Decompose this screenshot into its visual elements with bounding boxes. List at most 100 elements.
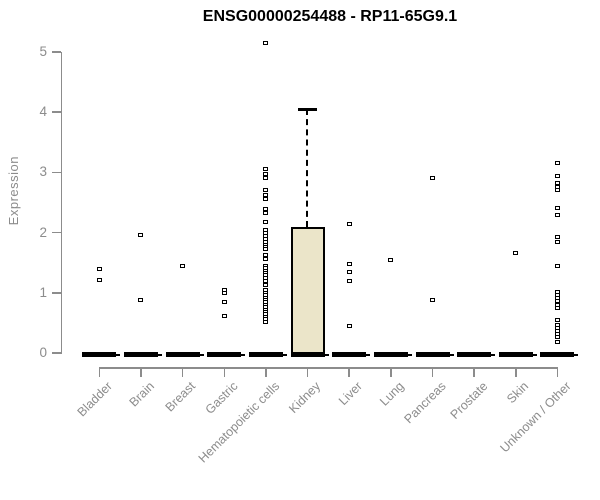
data-point: [430, 298, 435, 303]
x-tick: [431, 368, 434, 377]
data-point: [554, 234, 560, 239]
y-tick-label: 1: [39, 284, 47, 300]
data-point: [554, 181, 560, 186]
data-point: [221, 299, 227, 304]
data-point: [513, 251, 519, 256]
data-point: [554, 263, 560, 268]
median-bar-notch: [157, 353, 162, 356]
data-point: [263, 247, 269, 252]
median-bar-notch: [366, 353, 371, 356]
data-point: [263, 172, 269, 177]
x-category-label: Lung: [377, 379, 407, 409]
whisker-line: [306, 109, 309, 227]
data-point: [221, 290, 227, 295]
data-point: [263, 319, 269, 324]
data-point: [263, 176, 269, 181]
data-point: [263, 40, 269, 45]
x-tick: [265, 368, 267, 377]
data-point: [138, 298, 144, 303]
x-tick: [306, 368, 309, 377]
data-point: [263, 253, 269, 258]
median-bar-notch: [574, 353, 579, 356]
data-point: [554, 174, 560, 178]
data-point: [96, 277, 102, 282]
data-point: [554, 335, 560, 340]
y-tick-label: 2: [39, 224, 47, 240]
y-tick: [52, 231, 61, 234]
data-point: [346, 323, 352, 328]
data-point: [263, 282, 269, 287]
median-bar-notch: [324, 353, 329, 356]
x-category-label: Gastric: [202, 379, 241, 417]
x-category-label: Pancreas: [401, 379, 449, 427]
y-axis-line: [60, 52, 62, 354]
median-bar-notch: [407, 353, 412, 356]
median-bar: [332, 352, 367, 357]
x-tick: [348, 368, 350, 377]
data-point: [346, 278, 352, 283]
chart-title: ENSG00000254488 - RP11-65G9.1: [202, 8, 458, 25]
median-bar: [248, 352, 283, 357]
y-tick-label: 5: [39, 44, 47, 59]
median-bar-notch: [241, 353, 246, 356]
data-point: [430, 176, 435, 181]
data-point: [263, 257, 269, 262]
median-bar: [82, 352, 117, 357]
data-point: [263, 220, 269, 225]
x-category-label: Brain: [126, 379, 157, 410]
median-bar: [290, 352, 325, 357]
median-bar: [123, 352, 158, 357]
y-tick: [52, 111, 61, 113]
median-bar: [207, 352, 242, 357]
median-bar: [457, 352, 492, 357]
data-point: [180, 263, 186, 268]
y-tick-label: 0: [39, 345, 47, 360]
x-tick: [140, 368, 142, 377]
data-point: [96, 266, 102, 271]
x-tick: [98, 368, 101, 377]
data-point: [263, 196, 269, 201]
data-point: [263, 206, 269, 211]
data-point: [554, 213, 560, 218]
data-point: [263, 192, 269, 197]
median-bar-notch: [282, 353, 287, 356]
x-category-label: Prostate: [447, 379, 491, 422]
data-point: [346, 261, 352, 266]
y-tick: [52, 171, 61, 174]
data-point: [554, 317, 560, 322]
data-point: [554, 205, 560, 210]
data-point: [554, 240, 560, 245]
median-bar: [498, 352, 533, 357]
x-category-label: Bladder: [74, 379, 116, 420]
y-axis-title: Expression: [6, 156, 21, 226]
data-point: [346, 222, 352, 227]
x-tick: [390, 368, 392, 377]
x-category-label: Kidney: [286, 379, 324, 416]
median-bar: [540, 352, 575, 357]
median-bar: [165, 352, 200, 357]
data-point: [554, 160, 560, 165]
median-bar-notch: [449, 353, 454, 356]
x-tick: [223, 368, 225, 377]
data-point: [263, 278, 269, 283]
whisker-cap: [298, 107, 318, 111]
x-category-label: Liver: [336, 379, 366, 409]
y-tick-label: 4: [39, 104, 47, 120]
x-tick: [515, 368, 517, 377]
y-tick: [52, 292, 61, 294]
y-tick-label: 3: [39, 164, 47, 180]
data-point: [554, 188, 560, 193]
data-point: [346, 269, 352, 274]
median-bar-notch: [116, 353, 121, 356]
data-point: [138, 233, 144, 237]
x-axis-line: [98, 367, 559, 369]
data-point: [554, 340, 560, 345]
y-tick: [52, 51, 61, 53]
data-point: [263, 167, 269, 172]
median-bar-notch: [199, 353, 204, 356]
box-rect: [290, 226, 325, 355]
data-point: [221, 313, 227, 318]
data-point: [554, 306, 560, 311]
data-point: [388, 257, 394, 262]
